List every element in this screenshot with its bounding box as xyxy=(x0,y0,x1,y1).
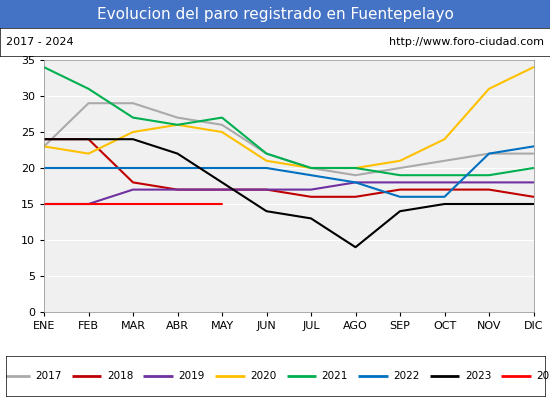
Text: Evolucion del paro registrado en Fuentepelayo: Evolucion del paro registrado en Fuentep… xyxy=(97,6,453,22)
Text: 2023: 2023 xyxy=(465,371,491,381)
Text: 2017 - 2024: 2017 - 2024 xyxy=(6,37,73,47)
Text: http://www.foro-ciudad.com: http://www.foro-ciudad.com xyxy=(389,37,544,47)
Text: 2019: 2019 xyxy=(178,371,205,381)
Text: 2020: 2020 xyxy=(250,371,276,381)
Text: 2022: 2022 xyxy=(393,371,420,381)
Text: 2018: 2018 xyxy=(107,371,133,381)
Text: 2017: 2017 xyxy=(35,371,62,381)
Text: 2024: 2024 xyxy=(536,371,550,381)
Text: 2021: 2021 xyxy=(322,371,348,381)
